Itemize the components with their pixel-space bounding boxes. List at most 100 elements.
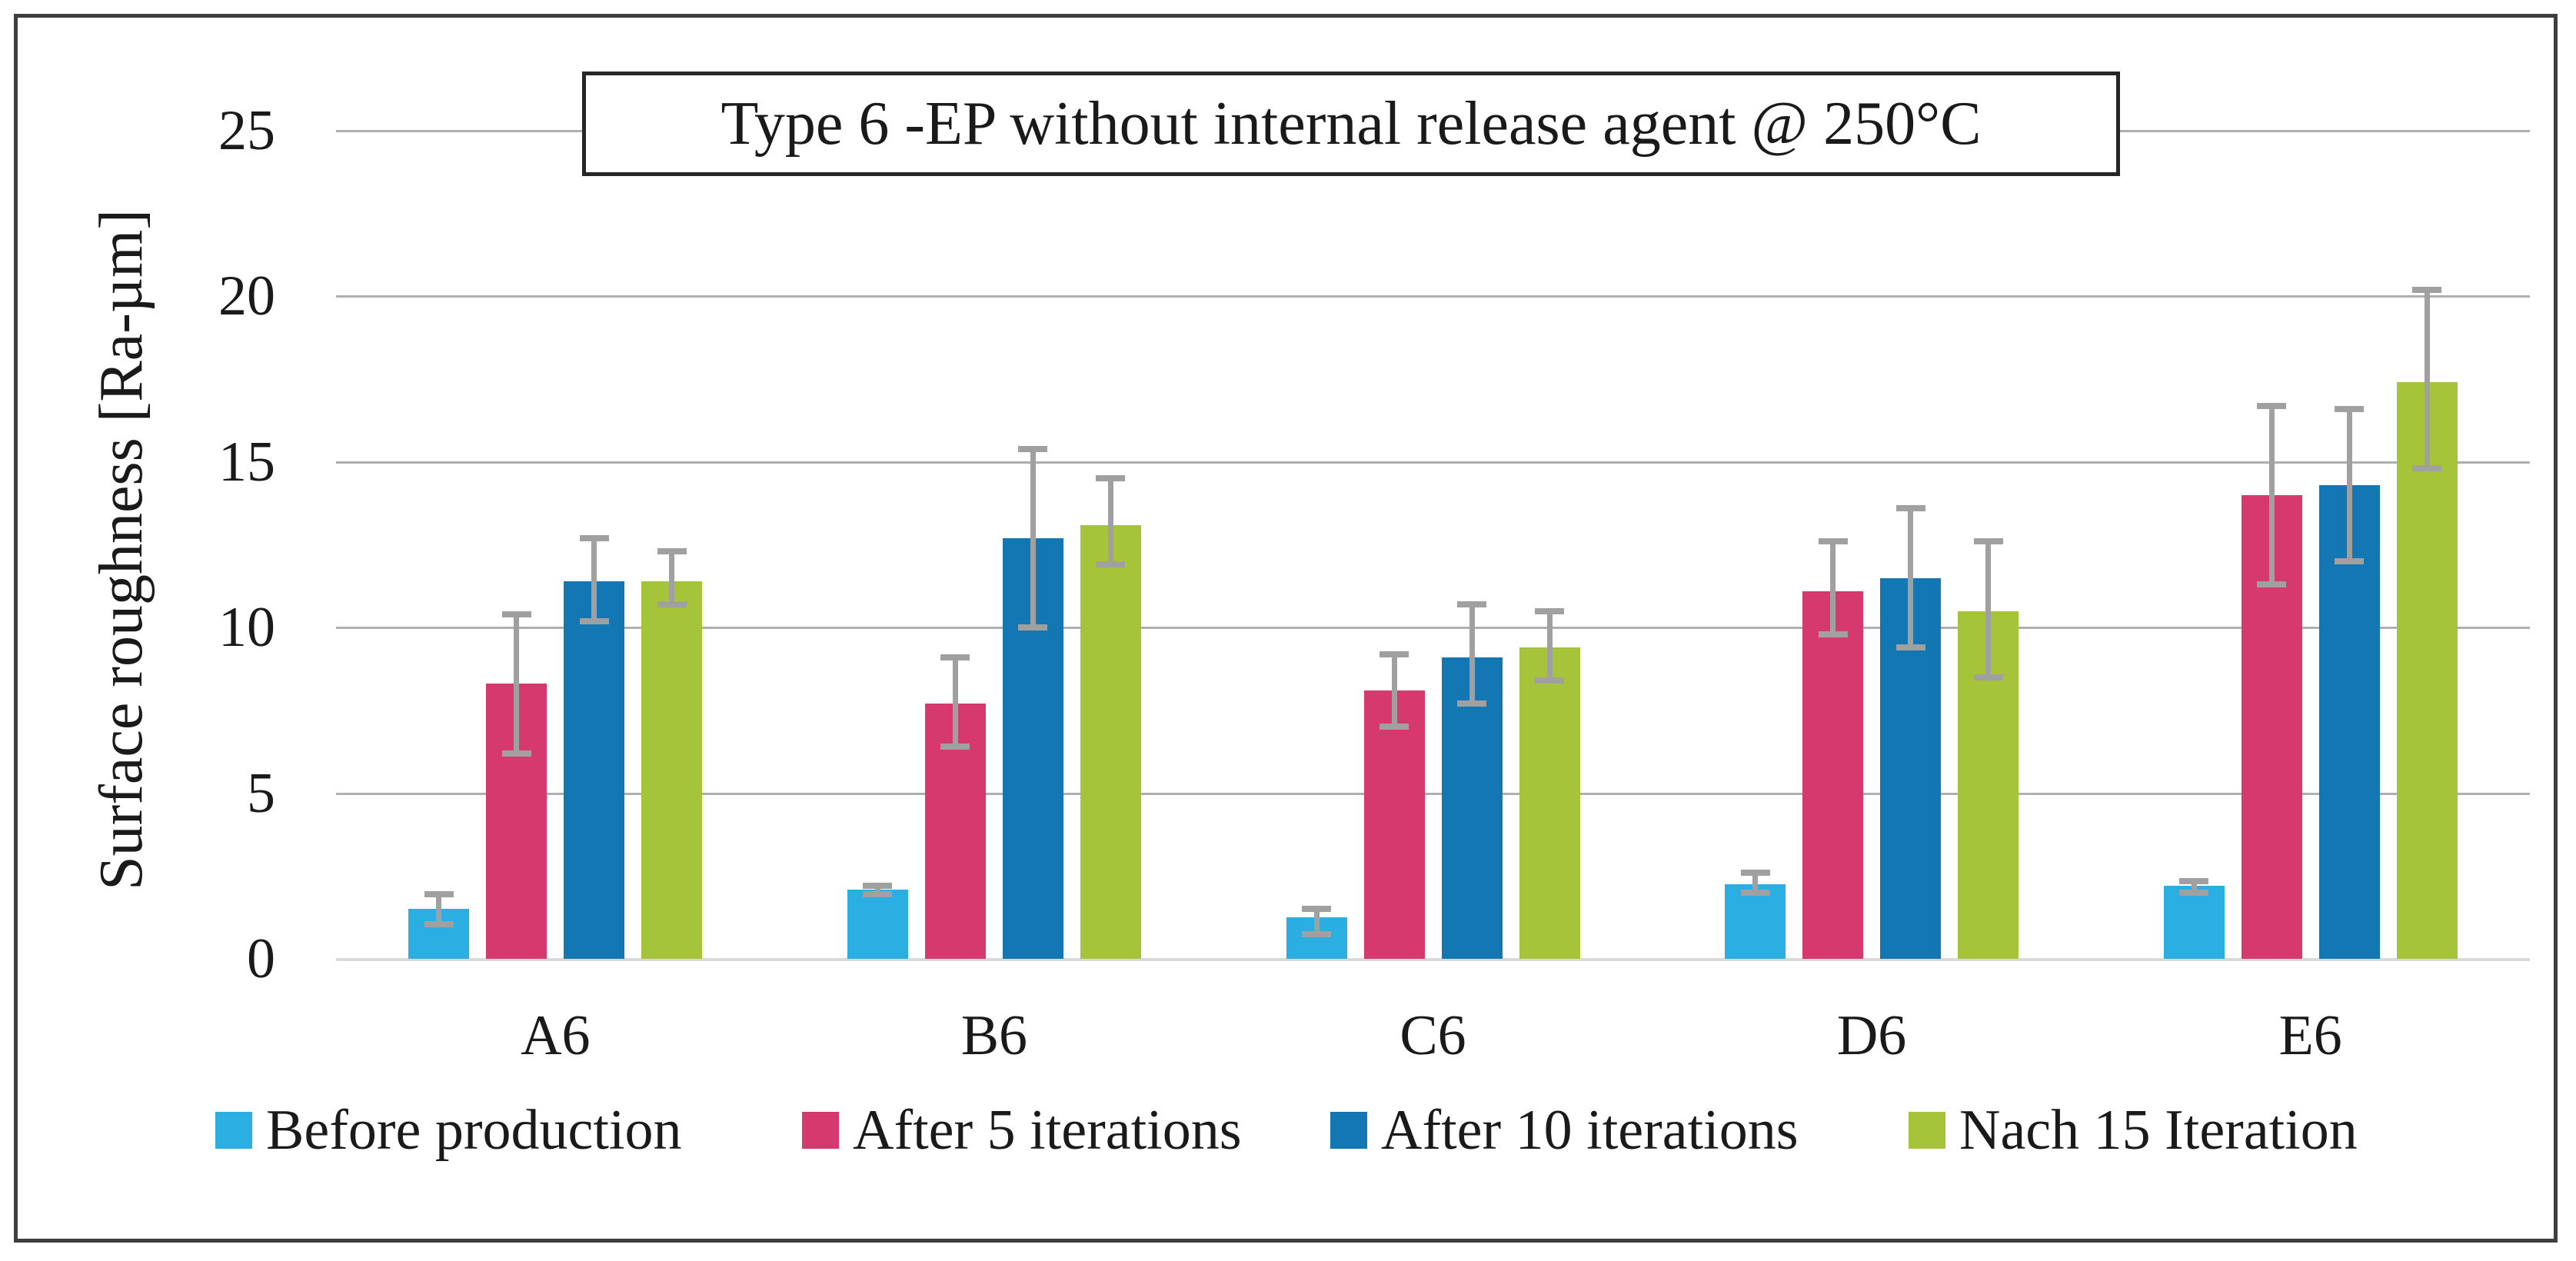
y-tick-label-0: 0 [247, 927, 275, 990]
x-category-label-C6: C6 [1399, 1004, 1466, 1067]
bar-A6-series4 [641, 581, 703, 959]
error-bar-whisker-C6-series2 [1391, 654, 1397, 727]
error-bar-bottom-cap-C6-series4 [1535, 677, 1564, 684]
error-bar-top-cap-C6-series3 [1457, 601, 1486, 608]
error-bar-bottom-cap-D6-series2 [1818, 630, 1848, 637]
error-bar-bottom-cap-C6-series2 [1380, 724, 1409, 730]
error-bar-bottom-cap-D6-series3 [1895, 644, 1925, 651]
gridline-y15 [336, 461, 2530, 464]
error-bar-top-cap-B6-series4 [1096, 475, 1126, 482]
error-bar-whisker-E6-series3 [2346, 408, 2352, 562]
error-bar-top-cap-A6-series3 [579, 534, 609, 541]
error-bar-bottom-cap-E6-series3 [2335, 558, 2365, 565]
error-bar-bottom-cap-C6-series1 [1302, 930, 1331, 937]
error-bar-top-cap-A6-series4 [657, 548, 687, 555]
error-bar-whisker-B6-series3 [1030, 448, 1036, 628]
error-bar-bottom-cap-A6-series2 [501, 750, 531, 757]
error-bar-bottom-cap-B6-series2 [940, 744, 970, 750]
y-tick-label-25: 25 [218, 99, 275, 162]
bar-C6-series3 [1441, 657, 1503, 959]
error-bar-whisker-D6-series2 [1830, 541, 1836, 634]
bar-D6-series1 [1725, 884, 1786, 959]
legend-item-series1: Before production [215, 1095, 681, 1166]
error-bar-whisker-B6-series2 [952, 657, 958, 747]
legend-label: After 10 iterations [1381, 1098, 1799, 1162]
gridline-y20 [336, 295, 2530, 298]
bar-C6-series4 [1519, 647, 1580, 959]
error-bar-top-cap-B6-series1 [863, 883, 893, 890]
bar-D6-series2 [1802, 591, 1864, 959]
error-bar-top-cap-E6-series1 [2179, 877, 2209, 884]
legend-label: After 5 iterations [853, 1098, 1242, 1162]
error-bar-top-cap-D6-series2 [1818, 538, 1848, 545]
error-bar-whisker-D6-series1 [1752, 872, 1759, 893]
error-bar-top-cap-E6-series3 [2335, 405, 2365, 412]
error-bar-whisker-A6-series4 [669, 551, 675, 605]
gridline-y10 [336, 627, 2530, 630]
legend-item-series2: After 5 iterations [802, 1095, 1242, 1166]
error-bar-top-cap-D6-series4 [1973, 538, 2003, 545]
bar-C6-series2 [1363, 690, 1425, 959]
bar-E6-series4 [2396, 382, 2458, 959]
error-bar-whisker-A6-series3 [591, 537, 597, 621]
error-bar-bottom-cap-B6-series1 [863, 890, 893, 897]
bar-E6-series1 [2163, 886, 2225, 959]
error-bar-bottom-cap-A6-series4 [657, 601, 687, 608]
error-bar-top-cap-A6-series2 [501, 611, 531, 617]
error-bar-top-cap-E6-series2 [2257, 402, 2287, 409]
legend-swatch-icon [1909, 1112, 1945, 1149]
error-bar-whisker-A6-series1 [436, 893, 442, 924]
error-bar-bottom-cap-D6-series4 [1973, 674, 2003, 680]
x-category-label-A6: A6 [521, 1004, 591, 1067]
error-bar-whisker-A6-series2 [514, 614, 520, 754]
error-bar-whisker-E6-series2 [2268, 405, 2275, 585]
error-bar-whisker-C6-series4 [1546, 611, 1553, 681]
legend-label: Before production [266, 1098, 682, 1162]
error-bar-top-cap-C6-series2 [1380, 650, 1409, 657]
y-tick-label-20: 20 [218, 265, 275, 328]
error-bar-whisker-B6-series4 [1107, 478, 1113, 565]
legend-item-series4: Nach 15 Iteration [1909, 1095, 2358, 1166]
legend-label: Nach 15 Iteration [1959, 1098, 2358, 1162]
error-bar-bottom-cap-B6-series3 [1018, 624, 1048, 631]
error-bar-bottom-cap-A6-series1 [424, 920, 454, 927]
bar-B6-series4 [1080, 524, 1141, 959]
legend-swatch-icon [1330, 1112, 1367, 1149]
error-bar-top-cap-C6-series1 [1302, 906, 1331, 913]
chart-title-box: Type 6 -EP without internal release agen… [582, 72, 2120, 176]
error-bar-whisker-C6-series1 [1313, 909, 1320, 934]
error-bar-whisker-D6-series3 [1908, 508, 1914, 648]
error-bar-top-cap-B6-series3 [1018, 445, 1048, 452]
error-bar-top-cap-D6-series1 [1740, 869, 1770, 876]
chart-title: Type 6 -EP without internal release agen… [721, 89, 1982, 158]
error-bar-bottom-cap-B6-series4 [1096, 561, 1126, 568]
x-category-label-B6: B6 [960, 1004, 1028, 1067]
y-tick-label-5: 5 [247, 761, 275, 825]
error-bar-whisker-C6-series3 [1469, 604, 1475, 704]
legend-item-series3: After 10 iterations [1330, 1095, 1799, 1166]
error-bar-top-cap-C6-series4 [1535, 607, 1564, 614]
error-bar-whisker-E6-series1 [2191, 880, 2197, 893]
error-bar-bottom-cap-C6-series3 [1457, 700, 1486, 707]
error-bar-top-cap-B6-series2 [940, 654, 970, 660]
x-axis-baseline [336, 958, 2530, 961]
error-bar-bottom-cap-E6-series2 [2257, 581, 2287, 588]
legend-swatch-icon [215, 1112, 252, 1149]
error-bar-bottom-cap-E6-series1 [2179, 889, 2209, 896]
error-bar-whisker-D6-series4 [1985, 541, 1992, 677]
gridline-y5 [336, 792, 2530, 795]
error-bar-bottom-cap-A6-series3 [579, 617, 609, 624]
y-tick-label-15: 15 [218, 430, 275, 494]
x-category-label-D6: D6 [1836, 1004, 1907, 1067]
error-bar-top-cap-D6-series3 [1895, 505, 1925, 512]
error-bar-whisker-B6-series1 [874, 886, 880, 894]
legend-swatch-icon [802, 1112, 839, 1149]
y-tick-label-10: 10 [218, 596, 275, 660]
bar-A6-series3 [564, 581, 625, 959]
x-category-label-E6: E6 [2278, 1004, 2342, 1067]
error-bar-top-cap-A6-series1 [424, 890, 454, 897]
error-bar-whisker-E6-series4 [2424, 289, 2430, 469]
y-axis-title: Surface roughness [Ra-µm] [88, 209, 155, 890]
bar-B6-series1 [847, 889, 908, 959]
